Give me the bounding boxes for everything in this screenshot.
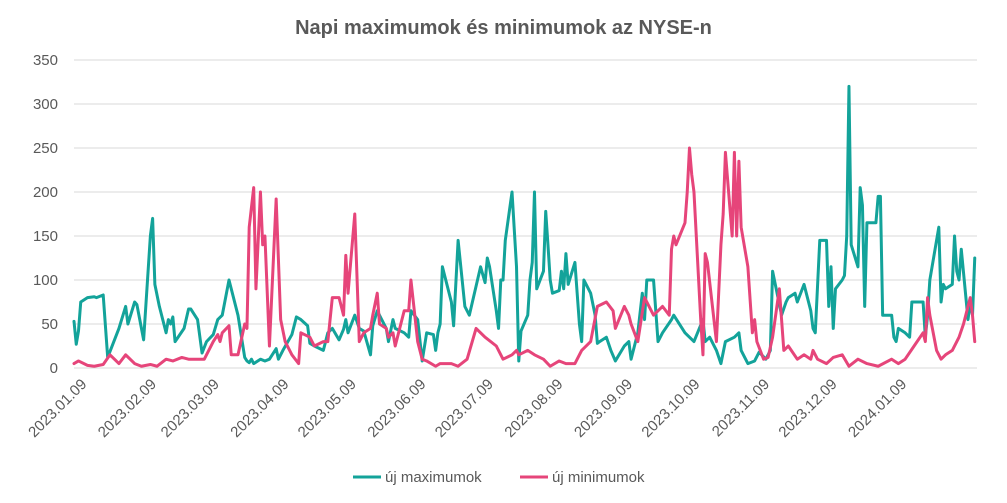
x-tick-label: 2023.08.09 bbox=[501, 376, 566, 441]
y-tick-label: 350 bbox=[33, 52, 58, 69]
x-tick-label: 2023.09.09 bbox=[571, 376, 636, 441]
x-tick-label: 2023.11.09 bbox=[709, 376, 773, 440]
series-line-minimumok bbox=[72, 146, 977, 368]
x-tick-label: 2023.05.09 bbox=[295, 376, 360, 441]
series-line-maximumok bbox=[72, 84, 977, 366]
legend: új maximumok új minimumok bbox=[353, 469, 645, 486]
series-lines bbox=[72, 84, 977, 368]
y-tick-label: 100 bbox=[33, 272, 58, 289]
y-tick-label: 50 bbox=[41, 316, 58, 333]
y-tick-label: 250 bbox=[33, 140, 58, 157]
y-tick-label: 150 bbox=[33, 228, 58, 245]
y-tick-label: 0 bbox=[50, 360, 58, 377]
y-tick-label: 300 bbox=[33, 96, 58, 113]
x-tick-label: 2023.04.09 bbox=[227, 376, 292, 441]
x-tick-label: 2023.02.09 bbox=[95, 376, 160, 441]
gridlines bbox=[74, 59, 977, 369]
y-tick-label: 200 bbox=[33, 184, 58, 201]
x-tick-label: 2023.03.09 bbox=[158, 376, 223, 441]
x-tick-label: 2024.01.09 bbox=[845, 376, 910, 441]
chart-title: Napi maximumok és minimumok az NYSE-n bbox=[295, 17, 712, 39]
x-tick-label: 2023.07.09 bbox=[432, 376, 497, 441]
x-tick-label: 2023.10.09 bbox=[638, 376, 703, 441]
legend-label-minimumok: új minimumok bbox=[552, 469, 645, 486]
x-tick-label: 2023.01.09 bbox=[25, 376, 90, 441]
x-tick-label: 2023.12.09 bbox=[775, 376, 840, 441]
legend-label-maximumok: új maximumok bbox=[385, 469, 482, 486]
y-axis-ticks: 0 50 100 150 200 250 300 350 bbox=[33, 52, 58, 377]
x-tick-label: 2023.06.09 bbox=[364, 376, 429, 441]
